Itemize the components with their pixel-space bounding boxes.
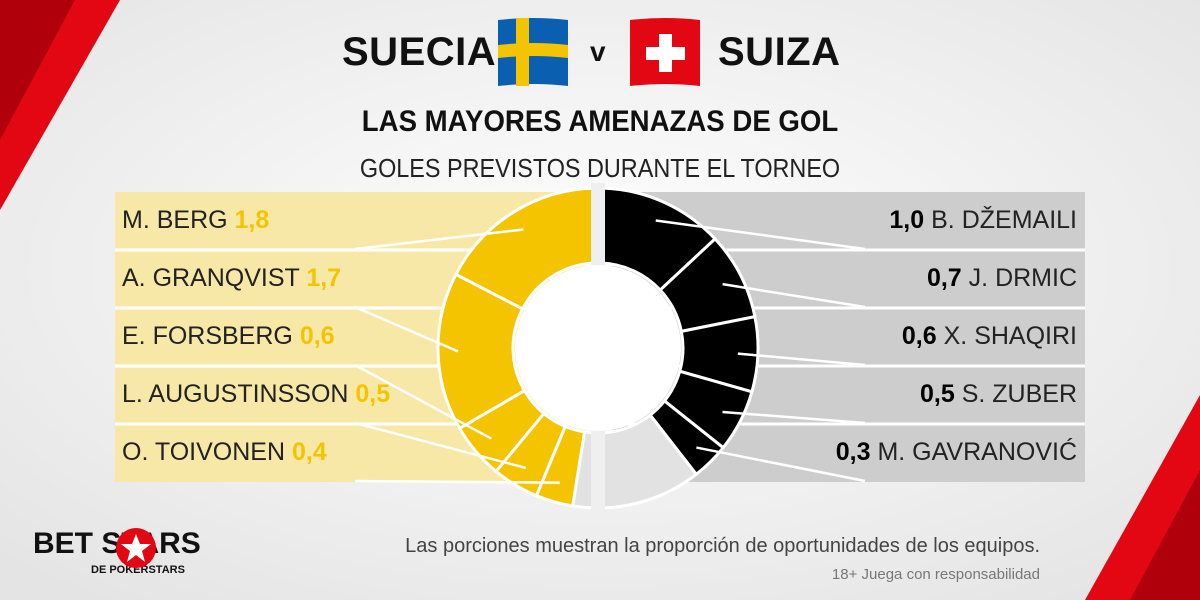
sweden-slice-1 <box>453 186 597 311</box>
responsible-gambling-note: 18+ Juega con responsabilidad <box>831 566 1040 583</box>
donut-hole <box>515 265 681 431</box>
team-left: SUECIA <box>342 30 497 74</box>
sweden-leader-line <box>354 479 560 484</box>
sweden-leader-line <box>354 305 459 353</box>
player-name: M. BERG <box>122 206 228 234</box>
player-name: O. TOIVONEN <box>122 438 286 466</box>
player-expected-goals: 1,8 <box>234 206 270 234</box>
chart-title: LAS MAYORES AMENAZAS DE GOL <box>361 105 839 138</box>
sweden-slice-5 <box>534 424 587 508</box>
versus-label: v <box>590 36 606 67</box>
sweden-slice-4 <box>494 411 568 498</box>
player-name: E. FORSBERG <box>122 322 293 350</box>
chart-footnote: Las porciones muestran la proporción de … <box>405 535 1040 557</box>
player-expected-goals: 0,5 <box>355 380 391 408</box>
chart-subtitle: GOLES PREVISTOS DURANTE EL TORNEO <box>359 153 841 183</box>
team-right: SUIZA <box>718 30 841 74</box>
sweden-slice-2 <box>436 272 527 431</box>
player-expected-goals: 0,3 <box>835 438 871 466</box>
sweden-player-label: A. GRANQVIST 1,7 <box>122 264 341 293</box>
player-name: J. DRMIC <box>968 264 1077 292</box>
switzerland-leader-line <box>737 352 866 367</box>
sweden-player-label: E. FORSBERG 0,6 <box>122 322 335 351</box>
sweden-leader-line <box>354 363 492 440</box>
sweden-flag-icon <box>498 18 568 86</box>
switzerland-leader-line <box>655 219 866 251</box>
player-expected-goals: 0,7 <box>926 264 962 292</box>
player-name: S. ZUBER <box>961 380 1077 408</box>
switzerland-player-label: 0,5 S. ZUBER <box>920 380 1077 409</box>
header: SUECIA v SUIZA LAS MAYORES AMENAZAS DE G… <box>0 0 1200 190</box>
player-expected-goals: 0,6 <box>901 322 937 350</box>
logo-subtext: DE POKERSTARS <box>91 564 185 576</box>
player-name: L. AUGUSTINSSON <box>122 380 349 408</box>
player-expected-goals: 1,7 <box>306 264 342 292</box>
player-expected-goals: 0,5 <box>919 380 955 408</box>
player-name: A. GRANQVIST <box>122 264 300 292</box>
player-name: M. GAVRANOVIĆ <box>877 438 1077 466</box>
switzerland-leader-line <box>722 410 866 425</box>
switzerland-player-label: 0,7 J. DRMIC <box>927 264 1077 293</box>
switzerland-player-label: 0,6 X. SHAQIRI <box>902 322 1077 351</box>
player-name: B. DŽEMAILI <box>931 206 1077 234</box>
sweden-leader-line <box>354 421 527 470</box>
sweden-player-label: L. AUGUSTINSSON 0,5 <box>122 380 390 409</box>
switzerland-flag-icon <box>630 18 700 86</box>
sweden-leader-line <box>354 228 524 251</box>
switzerland-player-label: 0,3 M. GAVRANOVIĆ <box>836 438 1077 467</box>
star-icon <box>116 528 156 568</box>
player-name: X. SHAQIRI <box>943 322 1077 350</box>
player-expected-goals: 0,6 <box>299 322 335 350</box>
player-expected-goals: 1,0 <box>889 206 925 234</box>
sweden-slice-3 <box>457 388 547 474</box>
switzerland-leader-line <box>722 282 866 309</box>
player-expected-goals: 0,4 <box>291 438 327 466</box>
sweden-player-label: M. BERG 1,8 <box>122 206 269 235</box>
betstars-logo: BET STARS DE POKERSTARS <box>33 527 233 587</box>
switzerland-leader-line <box>696 446 866 483</box>
sweden-player-label: O. TOIVONEN 0,4 <box>122 438 327 467</box>
switzerland-player-label: 1,0 B. DŽEMAILI <box>889 206 1077 235</box>
